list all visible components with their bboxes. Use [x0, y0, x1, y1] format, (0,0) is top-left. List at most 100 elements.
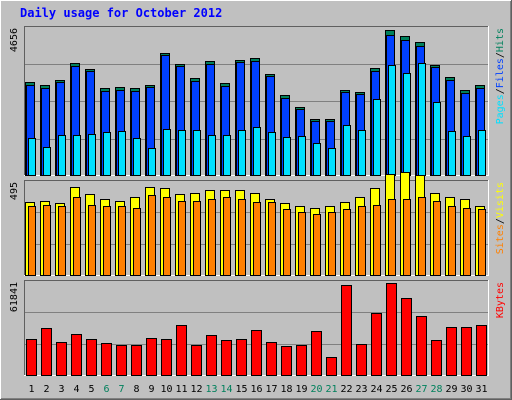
bar-sites-day-5 — [88, 205, 96, 276]
max-label-hits-files-pages: 4656 — [9, 28, 20, 52]
panel-visits-sites: 495 Sites/Visits — [9, 172, 506, 276]
bar-pages-day-11 — [178, 130, 186, 176]
bar-pages-day-31 — [478, 130, 486, 176]
legend-item-files: Files — [495, 58, 506, 88]
bar-sites-day-30 — [463, 208, 471, 276]
legend-item-hits: Hits — [495, 28, 506, 52]
bar-pages-day-28 — [433, 102, 441, 176]
bar-kbytes-day-3 — [56, 342, 67, 376]
bar-pages-day-20 — [313, 143, 321, 176]
bar-pages-day-18 — [283, 137, 291, 176]
bar-sites-day-31 — [478, 209, 486, 276]
bar-kbytes-day-5 — [86, 339, 97, 376]
day-label-22: 22 — [340, 384, 352, 395]
bar-pages-day-5 — [88, 134, 96, 176]
bar-pages-day-10 — [163, 129, 171, 176]
bar-sites-day-8 — [133, 208, 141, 276]
bar-kbytes-day-6 — [101, 343, 112, 376]
bar-kbytes-day-14 — [221, 340, 232, 376]
bar-pages-day-4 — [73, 135, 81, 176]
day-label-19: 19 — [295, 384, 307, 395]
day-label-20: 20 — [310, 384, 322, 395]
chart-title: Daily usage for October 2012 — [20, 6, 222, 20]
bar-kbytes-day-12 — [191, 345, 202, 376]
bar-pages-day-2 — [43, 147, 51, 176]
bar-pages-day-9 — [148, 148, 156, 176]
day-label-11: 11 — [175, 384, 187, 395]
bar-sites-day-28 — [433, 201, 441, 276]
bar-pages-day-25 — [388, 65, 396, 176]
bar-kbytes-day-2 — [41, 328, 52, 376]
bar-pages-day-7 — [118, 131, 126, 176]
bar-sites-day-7 — [118, 206, 126, 276]
bar-sites-day-25 — [388, 199, 396, 276]
bar-sites-day-12 — [193, 201, 201, 276]
panel-hits-files-pages: 4656 Pages/Files/Hits — [9, 26, 506, 176]
bar-kbytes-day-26 — [401, 298, 412, 376]
bar-sites-day-10 — [163, 197, 171, 276]
bar-kbytes-day-21 — [326, 357, 337, 376]
bar-sites-day-14 — [223, 197, 231, 276]
bar-pages-day-21 — [328, 148, 336, 176]
bar-sites-day-16 — [253, 202, 261, 276]
bar-kbytes-day-24 — [371, 313, 382, 376]
bar-sites-day-18 — [283, 209, 291, 276]
bar-sites-day-19 — [298, 212, 306, 276]
day-label-13: 13 — [205, 384, 217, 395]
bar-sites-day-1 — [28, 206, 36, 276]
bar-pages-day-19 — [298, 136, 306, 176]
legend-item-sites: Sites — [495, 224, 506, 254]
bar-kbytes-day-30 — [461, 327, 472, 376]
bar-kbytes-day-25 — [386, 283, 397, 376]
bar-kbytes-day-13 — [206, 335, 217, 376]
bar-sites-day-4 — [73, 197, 81, 276]
day-label-28: 28 — [430, 384, 442, 395]
bar-kbytes-day-8 — [131, 345, 142, 376]
day-label-18: 18 — [280, 384, 292, 395]
day-label-8: 8 — [133, 384, 139, 395]
day-label-10: 10 — [160, 384, 172, 395]
bar-pages-day-1 — [28, 138, 36, 176]
bar-pages-day-3 — [58, 135, 66, 176]
bar-pages-day-30 — [463, 136, 471, 176]
bar-kbytes-day-11 — [176, 325, 187, 376]
bar-kbytes-day-18 — [281, 346, 292, 376]
bar-kbytes-day-7 — [116, 345, 127, 376]
bar-kbytes-day-28 — [431, 340, 442, 376]
bar-kbytes-day-16 — [251, 330, 262, 376]
bar-kbytes-day-31 — [476, 325, 487, 376]
day-label-24: 24 — [370, 384, 382, 395]
legend-hits-files-pages: Pages/Files/Hits — [495, 28, 506, 124]
legend-item-pages: Pages — [495, 94, 506, 124]
max-label-kbytes: 61841 — [9, 282, 20, 312]
bar-sites-day-3 — [58, 206, 66, 276]
bar-pages-day-12 — [193, 130, 201, 176]
day-label-7: 7 — [118, 384, 124, 395]
bar-sites-day-27 — [418, 197, 426, 276]
day-label-1: 1 — [28, 384, 34, 395]
day-label-3: 3 — [58, 384, 64, 395]
day-label-14: 14 — [220, 384, 232, 395]
bar-pages-day-26 — [403, 73, 411, 176]
bar-kbytes-day-29 — [446, 327, 457, 376]
legend-kbytes: KBytes — [495, 282, 506, 318]
bar-sites-day-2 — [43, 205, 51, 276]
bar-sites-day-22 — [343, 209, 351, 276]
bar-sites-day-6 — [103, 206, 111, 276]
day-label-4: 4 — [73, 384, 79, 395]
day-label-21: 21 — [325, 384, 337, 395]
bar-kbytes-day-4 — [71, 334, 82, 376]
bar-sites-day-11 — [178, 201, 186, 276]
bar-sites-day-15 — [238, 199, 246, 276]
bar-pages-day-13 — [208, 135, 216, 176]
bar-sites-day-17 — [268, 202, 276, 276]
bar-pages-day-14 — [223, 135, 231, 176]
day-label-6: 6 — [103, 384, 109, 395]
day-label-5: 5 — [88, 384, 94, 395]
bar-kbytes-day-15 — [236, 339, 247, 376]
day-label-26: 26 — [400, 384, 412, 395]
bar-pages-day-23 — [358, 130, 366, 176]
day-label-2: 2 — [43, 384, 49, 395]
bar-kbytes-day-1 — [26, 339, 37, 376]
day-label-29: 29 — [445, 384, 457, 395]
